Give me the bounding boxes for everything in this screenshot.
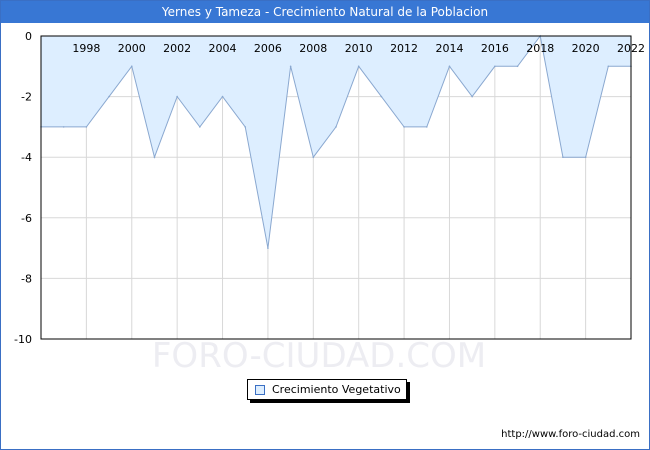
watermark: FORO-CIUDAD.COM [152, 336, 486, 376]
y-tick-label: -4 [21, 151, 32, 164]
data-point [357, 65, 360, 68]
data-point [289, 65, 292, 68]
data-point [176, 95, 178, 98]
x-tick-label: 2010 [345, 42, 373, 55]
legend-label: Crecimiento Vegetativo [272, 383, 401, 396]
data-point [199, 126, 201, 128]
data-point [584, 156, 587, 158]
data-point [267, 247, 269, 249]
data-point [448, 65, 451, 68]
data-point [562, 156, 564, 158]
data-point [380, 95, 383, 98]
tick-labels: 0 -2 -4 -6 -8 -10 1998 2000 2002 2004 2006 2008 2010… [14, 30, 645, 346]
x-tick-label: 2008 [299, 42, 327, 55]
y-tick-label: -10 [14, 333, 32, 346]
data-point [85, 126, 88, 128]
data-point [335, 126, 337, 128]
plot-border [40, 35, 632, 340]
legend: Crecimiento Vegetativo [247, 379, 407, 400]
y-tick-label: -2 [21, 91, 32, 104]
x-tick-label: 2018 [526, 42, 554, 55]
series-area-fill [41, 36, 631, 249]
x-tick-label: 2012 [390, 42, 418, 55]
source-url[interactable]: http://www.foro-ciudad.com [501, 429, 640, 440]
x-tick-label: 2004 [209, 42, 237, 55]
x-tick-label: 2006 [254, 42, 282, 55]
data-point [62, 126, 65, 128]
x-tick-label: 2002 [163, 42, 191, 55]
data-point [607, 65, 610, 68]
data-point [516, 65, 519, 68]
x-tick-label: 2016 [481, 42, 509, 55]
x-tick-label: 2020 [572, 42, 600, 55]
x-tick-label: 2022 [617, 42, 645, 55]
x-tick-label: 1998 [72, 42, 100, 55]
x-tick-label: 2000 [118, 42, 146, 55]
data-point [471, 95, 473, 98]
data-point [403, 126, 405, 128]
data-point [425, 126, 428, 128]
axes [40, 35, 632, 340]
data-point [312, 156, 315, 158]
data-point [244, 126, 247, 128]
data-point [153, 156, 156, 158]
legend-swatch [255, 385, 265, 395]
y-tick-label: -8 [21, 272, 32, 285]
x-tick-label: 2014 [435, 42, 463, 55]
data-point [221, 95, 224, 98]
series-area [40, 34, 632, 249]
y-tick-label: -6 [21, 212, 32, 225]
data-point [130, 65, 133, 68]
data-point [494, 65, 496, 68]
data-point [108, 95, 110, 98]
chart-title: Yernes y Tameza - Crecimiento Natural de… [1, 1, 649, 23]
y-tick-label: 0 [25, 30, 32, 43]
